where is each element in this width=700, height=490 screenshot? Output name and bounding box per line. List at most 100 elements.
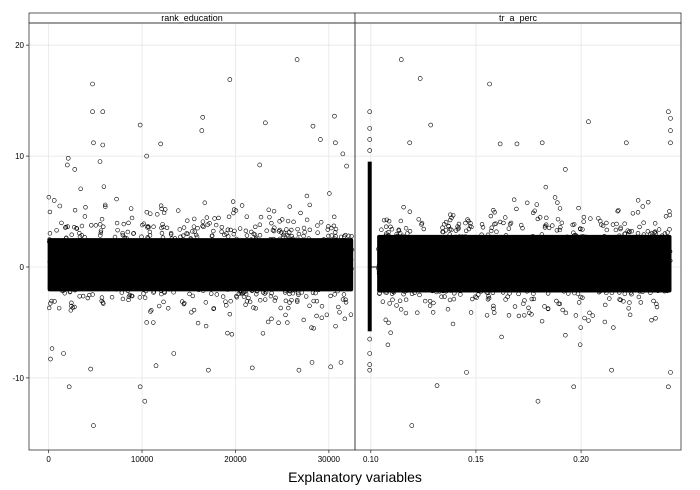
data-point (384, 271, 390, 276)
data-point (99, 217, 105, 222)
data-point (252, 238, 257, 243)
data-point (344, 163, 349, 169)
data-point (440, 281, 445, 287)
data-point (271, 208, 277, 214)
data-point (172, 270, 178, 275)
data-point (656, 287, 662, 292)
data-point (120, 296, 126, 302)
data-point (597, 289, 603, 294)
data-point (206, 241, 211, 246)
data-point (235, 270, 240, 275)
data-point (665, 262, 670, 267)
data-point (470, 256, 475, 262)
data-point (104, 281, 109, 286)
data-point (74, 240, 79, 246)
data-point (237, 259, 242, 264)
data-point (133, 267, 138, 272)
data-point (640, 289, 645, 294)
data-point (69, 267, 75, 272)
data-point (478, 241, 483, 246)
data-point (83, 267, 88, 272)
data-point (587, 267, 592, 272)
data-point (668, 128, 673, 133)
data-point (383, 251, 388, 256)
data-point (115, 227, 120, 233)
data-point (89, 279, 95, 284)
data-point (636, 269, 642, 274)
data-point (124, 281, 129, 287)
data-point (403, 310, 409, 316)
data-point (473, 294, 478, 299)
data-point (385, 342, 391, 348)
data-point (530, 249, 536, 255)
data-point (314, 285, 319, 290)
data-point (91, 423, 96, 428)
data-point (506, 274, 511, 279)
data-point (147, 273, 153, 278)
data-point (125, 288, 131, 294)
data-point (636, 294, 642, 300)
data-point (159, 291, 164, 297)
data-point (395, 257, 400, 263)
data-point (158, 249, 163, 254)
data-point (467, 240, 472, 245)
data-point (74, 274, 79, 280)
data-point (273, 295, 278, 301)
data-point (560, 307, 565, 313)
data-point (397, 298, 403, 303)
data-point (609, 252, 614, 258)
data-point (281, 270, 286, 275)
data-point (313, 290, 318, 296)
data-point (223, 281, 229, 286)
data-point (428, 288, 434, 293)
data-point (228, 299, 233, 304)
data-point (198, 264, 204, 270)
data-point (645, 229, 651, 234)
data-point (616, 273, 622, 278)
data-point (624, 274, 629, 279)
data-point (312, 284, 318, 289)
data-point (434, 250, 440, 256)
data-point (318, 249, 323, 255)
data-point (290, 243, 295, 249)
data-point (319, 220, 324, 225)
data-point (432, 236, 438, 241)
data-point (660, 247, 665, 253)
data-point (48, 356, 53, 362)
data-point (602, 277, 608, 283)
data-point (582, 315, 587, 321)
data-point (665, 230, 670, 235)
data-point (401, 237, 406, 243)
data-point (119, 249, 124, 255)
data-point (330, 255, 336, 260)
data-point (601, 260, 606, 266)
data-point (49, 298, 54, 304)
data-point (468, 310, 474, 315)
data-point (268, 236, 273, 242)
data-point (489, 272, 494, 277)
data-point (348, 271, 354, 276)
data-point (459, 243, 464, 249)
data-point (74, 269, 79, 275)
data-point (502, 252, 508, 257)
data-point (336, 261, 342, 266)
data-point (160, 222, 165, 227)
data-point (446, 274, 452, 279)
data-point (461, 237, 467, 242)
data-point (435, 264, 440, 269)
data-point (217, 265, 222, 270)
data-point (388, 224, 393, 230)
data-point (386, 320, 391, 326)
data-point (258, 274, 263, 279)
data-point (557, 206, 563, 211)
data-point (336, 304, 341, 310)
data-point (660, 263, 665, 268)
data-point (466, 267, 471, 273)
data-point (412, 286, 418, 292)
data-point (625, 228, 630, 233)
data-point (299, 290, 305, 295)
data-point (137, 122, 143, 128)
data-point (72, 207, 78, 213)
data-point (285, 287, 290, 293)
data-point (177, 227, 182, 232)
